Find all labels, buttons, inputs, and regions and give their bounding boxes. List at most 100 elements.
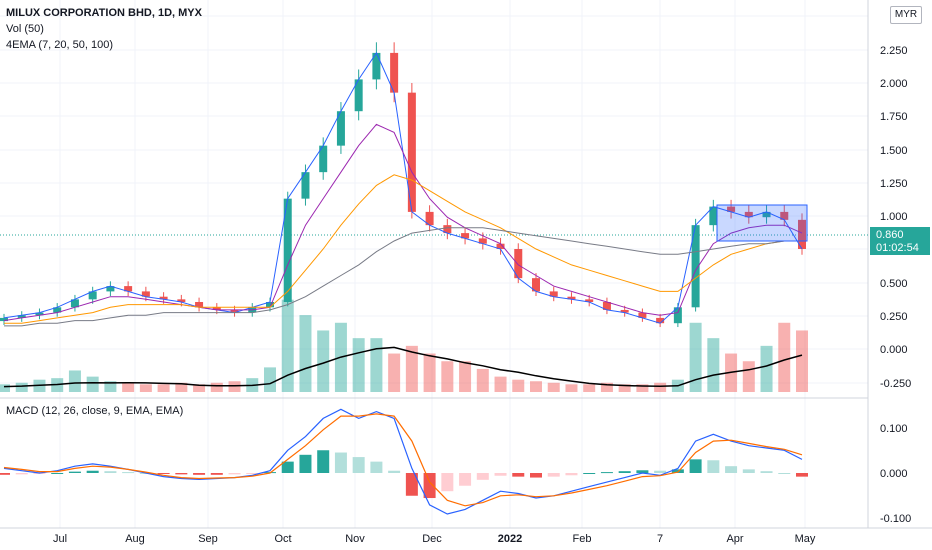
volume-bar [476,368,489,392]
volume-bar [441,361,454,392]
volume-ma-line [3,346,803,388]
price-tick-label: 1.750 [880,111,908,123]
volume-bar [0,384,10,392]
ema-lines [3,51,803,327]
volume-bar [760,345,773,392]
macd-histogram-bar [600,472,613,474]
volume-bar [317,330,330,392]
macd-histogram-bar [122,472,135,474]
bar-countdown: 01:02:54 [876,242,919,254]
macd-histogram-bar [210,473,223,475]
candle-body [478,238,487,244]
candle-body [230,309,239,313]
candle-body [602,302,611,310]
candle-body [319,145,328,173]
volume-bar [122,382,135,392]
last-price-tag: 0.860 01:02:54 [870,227,930,255]
candle-body [514,249,523,279]
macd-histogram-bar [742,469,755,473]
price-axis[interactable]: 2.2502.0001.7501.5001.2501.0000.7500.500… [880,45,911,525]
candle-body [691,225,700,308]
macd-histogram-bar [725,466,738,473]
macd-histogram-bar [476,473,489,480]
volume-bar [228,381,241,392]
symbol-title[interactable]: MILUX CORPORATION BHD, 1D, MYX [6,7,202,19]
candle-body [390,52,399,93]
currency-badge[interactable]: MYR [890,6,922,24]
macd-histogram-bar [423,473,436,499]
macd-histogram-bar [689,459,702,473]
time-tick-label: 7 [657,533,663,545]
ema-legend[interactable]: 4EMA (7, 20, 50, 100) [6,39,114,51]
macd-tick-label: 0.100 [880,423,908,435]
candle-body [17,315,26,318]
ema-line [3,123,803,322]
candle-body [496,243,505,249]
candle-body [709,206,718,226]
candle-body [70,299,79,308]
volume-bar [370,338,383,392]
price-tick-label: 0.250 [880,311,908,323]
candle-body [425,211,434,226]
macd-histogram-bar [494,473,507,476]
macd-histogram-bar [565,473,578,476]
macd-histogram-bar [547,473,560,477]
candle-body [798,219,806,249]
candle-body [141,291,150,297]
price-tick-label: 2.250 [880,45,908,57]
volume-bar [530,381,542,392]
candle-body [336,111,345,146]
time-tick-label: Feb [573,533,592,545]
volume-bar [796,330,808,392]
volume-bar [104,381,117,392]
candle-body [762,211,771,218]
volume-ma [3,346,803,388]
candle-body [266,302,274,308]
macd-histogram-bar [51,473,64,474]
volume-bar [494,376,507,392]
candle-body [283,198,292,302]
macd-histogram-bar [334,452,347,473]
macd-histogram-bar [228,473,241,475]
macd-histogram-bar [281,461,294,473]
macd-tick-label: -0.100 [880,513,911,525]
last-price: 0.860 [876,229,904,241]
volume-bar [423,353,436,392]
time-tick-label: May [795,533,816,545]
volume-bar [512,379,525,392]
time-tick-label: Jul [53,533,67,545]
volume-bar [600,382,613,392]
volume-bar [388,353,401,392]
candle-body [638,312,647,318]
macd-histogram-bar [796,473,808,477]
candle-body [195,302,204,308]
macd-histogram-bar [636,470,649,473]
price-tick-label: 1.000 [880,211,908,223]
time-axis[interactable]: Jul Aug Sep Oct Nov Dec 2022 Feb 7 Apr May [53,533,816,545]
candle-body [567,296,576,300]
candles [0,42,806,328]
volume-bar [742,361,755,392]
macd-legend[interactable]: MACD (12, 26, close, 9, EMA, EMA) [6,405,184,417]
volume-legend[interactable]: Vol (50) [6,23,44,35]
candle-body [532,278,540,292]
volume-bar [175,382,188,392]
macd-histogram-bar [15,473,28,475]
volume-bar [618,384,631,392]
consolidation-box [716,204,808,242]
candle-body [35,312,44,316]
signal-line [3,413,803,507]
macd-histogram-bar [317,450,330,473]
price-tick-label: -0.250 [880,378,911,390]
time-tick-label: Aug [125,533,145,545]
volume-bar [778,322,791,392]
macd-histogram-bar [459,473,472,486]
macd-histogram-bar [671,469,684,473]
candle-body [0,317,8,322]
time-tick-label: 2022 [498,533,522,545]
macd-histogram-bar [370,461,383,473]
candle-body [549,291,558,297]
macd-tick-label: 0.000 [880,468,908,480]
price-tick-label: 2.000 [880,78,908,90]
time-tick-label: Dec [422,533,442,545]
